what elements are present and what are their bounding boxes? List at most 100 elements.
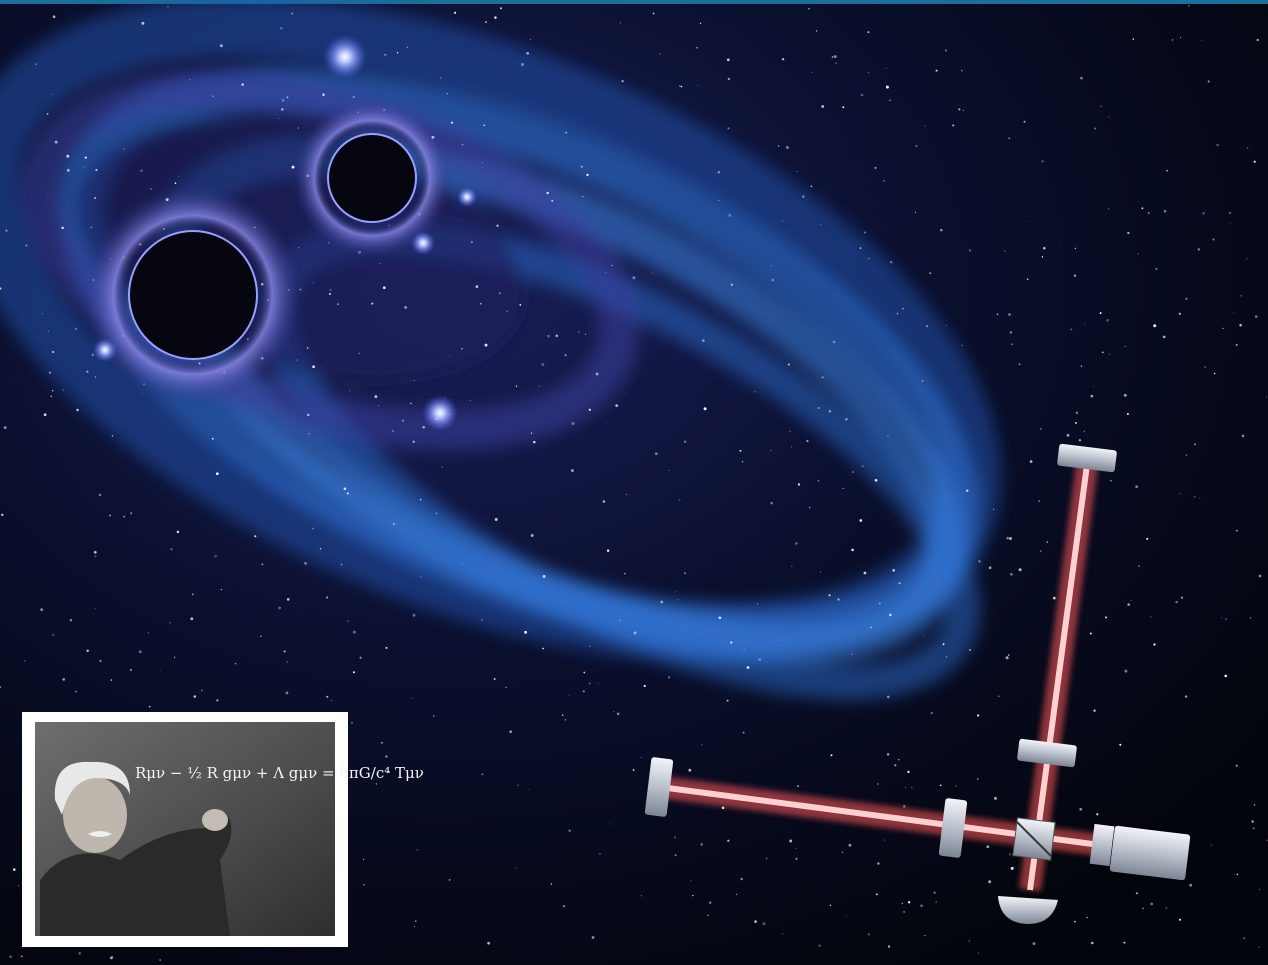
star [169, 622, 171, 624]
star [1124, 669, 1128, 673]
star [808, 8, 810, 10]
star [140, 169, 143, 172]
star [842, 487, 844, 490]
star [1213, 372, 1216, 375]
star [170, 548, 173, 551]
suit [40, 812, 232, 936]
star [564, 719, 567, 721]
star [278, 606, 281, 610]
star [393, 523, 395, 525]
star [791, 446, 793, 448]
star [99, 659, 102, 663]
star [801, 195, 805, 198]
star [1135, 892, 1138, 895]
star [111, 435, 114, 437]
star [878, 602, 881, 605]
star [212, 95, 214, 97]
star [845, 417, 848, 421]
star [707, 914, 709, 917]
star [1123, 393, 1127, 397]
star [380, 741, 383, 744]
end-mirror [1057, 443, 1117, 473]
star [958, 108, 961, 111]
star [35, 63, 37, 65]
star [570, 469, 574, 472]
star [392, 430, 394, 432]
star [660, 600, 664, 604]
star [817, 407, 820, 409]
star [1008, 313, 1011, 316]
star [215, 472, 219, 476]
star [940, 228, 943, 232]
star [781, 220, 783, 222]
star [383, 286, 386, 290]
star [877, 783, 879, 785]
star [1193, 495, 1196, 498]
star [976, 778, 979, 780]
star [1038, 500, 1041, 502]
star [261, 563, 264, 566]
star [1207, 80, 1210, 83]
star [562, 904, 566, 908]
star [278, 117, 280, 119]
star [346, 492, 349, 495]
star [1094, 127, 1097, 130]
star [583, 671, 586, 674]
star [762, 922, 766, 926]
star [440, 77, 442, 79]
star [1163, 209, 1167, 213]
star [167, 6, 169, 8]
star [50, 395, 53, 398]
star [874, 478, 878, 482]
star [528, 789, 529, 790]
star [412, 613, 416, 617]
star [1100, 105, 1102, 107]
star [828, 594, 831, 597]
star [988, 880, 992, 884]
star [475, 285, 479, 288]
star [924, 634, 925, 636]
star [833, 55, 837, 59]
star [524, 630, 528, 634]
star [1, 513, 4, 517]
star [1185, 297, 1188, 300]
star [841, 851, 844, 854]
star [582, 195, 584, 198]
star [988, 566, 992, 569]
star [129, 668, 132, 671]
star [883, 180, 885, 182]
star [1132, 38, 1135, 40]
star [851, 653, 853, 655]
star [564, 354, 567, 357]
star [1224, 674, 1227, 678]
star [1253, 804, 1256, 806]
star [1235, 343, 1238, 346]
star [907, 901, 911, 904]
star [680, 85, 683, 88]
star [699, 22, 702, 25]
star [842, 106, 845, 109]
star [708, 901, 712, 904]
star [487, 941, 490, 945]
star [1018, 363, 1021, 366]
star [363, 884, 365, 886]
star [122, 148, 125, 150]
star [811, 71, 813, 73]
star [515, 867, 517, 869]
star [1104, 616, 1108, 619]
star [914, 211, 916, 213]
star [584, 333, 587, 336]
star [794, 542, 798, 545]
star [754, 391, 756, 393]
star [363, 858, 365, 860]
star [1093, 709, 1096, 712]
star [493, 678, 496, 680]
star [216, 699, 219, 702]
star [86, 370, 89, 373]
star [435, 512, 438, 515]
star [795, 848, 797, 850]
star [551, 199, 554, 202]
star [1074, 247, 1076, 249]
star [174, 656, 176, 658]
